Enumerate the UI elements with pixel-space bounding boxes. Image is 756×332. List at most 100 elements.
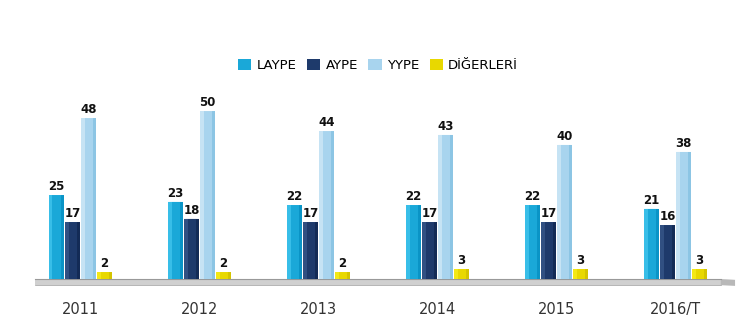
Text: 21: 21 — [643, 194, 659, 207]
Text: 25: 25 — [48, 180, 64, 193]
Bar — [196, 219, 199, 279]
Bar — [541, 222, 544, 279]
Bar — [168, 202, 183, 279]
Bar — [672, 225, 675, 279]
Bar — [65, 222, 69, 279]
Bar — [77, 222, 80, 279]
Bar — [585, 269, 588, 279]
Text: 23: 23 — [167, 187, 184, 200]
Bar — [454, 269, 457, 279]
Bar — [109, 273, 113, 279]
Bar — [656, 209, 659, 279]
Bar — [418, 205, 421, 279]
Bar — [81, 118, 96, 279]
Bar — [61, 195, 64, 279]
Bar — [406, 205, 410, 279]
Bar — [454, 269, 469, 279]
Bar — [81, 118, 85, 279]
Text: 17: 17 — [302, 207, 318, 220]
Bar — [422, 222, 437, 279]
Bar — [299, 205, 302, 279]
Text: 3: 3 — [457, 254, 466, 267]
Bar — [466, 269, 469, 279]
Bar — [184, 219, 187, 279]
Bar — [93, 118, 96, 279]
Polygon shape — [36, 279, 720, 285]
Bar — [48, 195, 64, 279]
Bar — [573, 269, 577, 279]
Bar — [525, 205, 540, 279]
Text: 22: 22 — [287, 190, 302, 203]
Bar — [97, 273, 101, 279]
Bar — [434, 222, 437, 279]
Bar — [438, 135, 454, 279]
Bar — [200, 111, 215, 279]
Text: 17: 17 — [421, 207, 438, 220]
Text: 18: 18 — [183, 204, 200, 217]
Bar — [287, 205, 290, 279]
Bar — [569, 145, 572, 279]
Text: 22: 22 — [525, 190, 541, 203]
Text: 50: 50 — [200, 96, 215, 109]
Bar — [65, 222, 80, 279]
Bar — [180, 202, 183, 279]
Text: 2: 2 — [101, 257, 109, 271]
Bar — [643, 209, 648, 279]
Bar — [335, 273, 350, 279]
Bar — [692, 269, 696, 279]
Bar — [216, 273, 220, 279]
Bar — [525, 205, 528, 279]
Bar — [331, 131, 334, 279]
Bar — [541, 222, 556, 279]
Polygon shape — [720, 279, 735, 286]
Bar — [692, 269, 708, 279]
Bar — [319, 131, 323, 279]
Bar — [184, 219, 199, 279]
Bar — [97, 273, 113, 279]
Bar — [228, 273, 231, 279]
Bar — [315, 222, 318, 279]
Bar — [168, 202, 172, 279]
Bar — [688, 152, 691, 279]
Text: 48: 48 — [80, 103, 97, 116]
Bar — [216, 273, 231, 279]
Bar — [406, 205, 421, 279]
Polygon shape — [36, 279, 735, 280]
Bar — [705, 269, 708, 279]
Text: 38: 38 — [675, 136, 692, 150]
Bar — [676, 152, 680, 279]
Legend: LAYPE, AYPE, YYPE, DİĞERLERİ: LAYPE, AYPE, YYPE, DİĞERLERİ — [233, 54, 523, 77]
Bar — [660, 225, 675, 279]
Text: 40: 40 — [556, 130, 573, 143]
Text: 22: 22 — [405, 190, 422, 203]
Text: 43: 43 — [438, 120, 454, 133]
Bar — [212, 111, 215, 279]
Bar — [557, 145, 561, 279]
Bar — [347, 273, 350, 279]
Bar — [287, 205, 302, 279]
Text: 16: 16 — [659, 210, 676, 223]
Bar — [450, 135, 454, 279]
Bar — [48, 195, 52, 279]
Bar — [660, 225, 664, 279]
Bar — [335, 273, 339, 279]
Text: 3: 3 — [696, 254, 704, 267]
Bar — [302, 222, 307, 279]
Bar — [537, 205, 540, 279]
Bar — [422, 222, 426, 279]
Text: 3: 3 — [577, 254, 584, 267]
Text: 44: 44 — [318, 117, 335, 129]
Bar — [643, 209, 659, 279]
Bar — [319, 131, 334, 279]
Bar — [438, 135, 442, 279]
Bar — [302, 222, 318, 279]
Text: 2: 2 — [339, 257, 347, 271]
Bar — [573, 269, 588, 279]
Bar — [553, 222, 556, 279]
Bar — [200, 111, 203, 279]
Text: 17: 17 — [541, 207, 556, 220]
Bar — [676, 152, 691, 279]
Text: 2: 2 — [219, 257, 228, 271]
Text: 17: 17 — [64, 207, 81, 220]
Bar — [557, 145, 572, 279]
